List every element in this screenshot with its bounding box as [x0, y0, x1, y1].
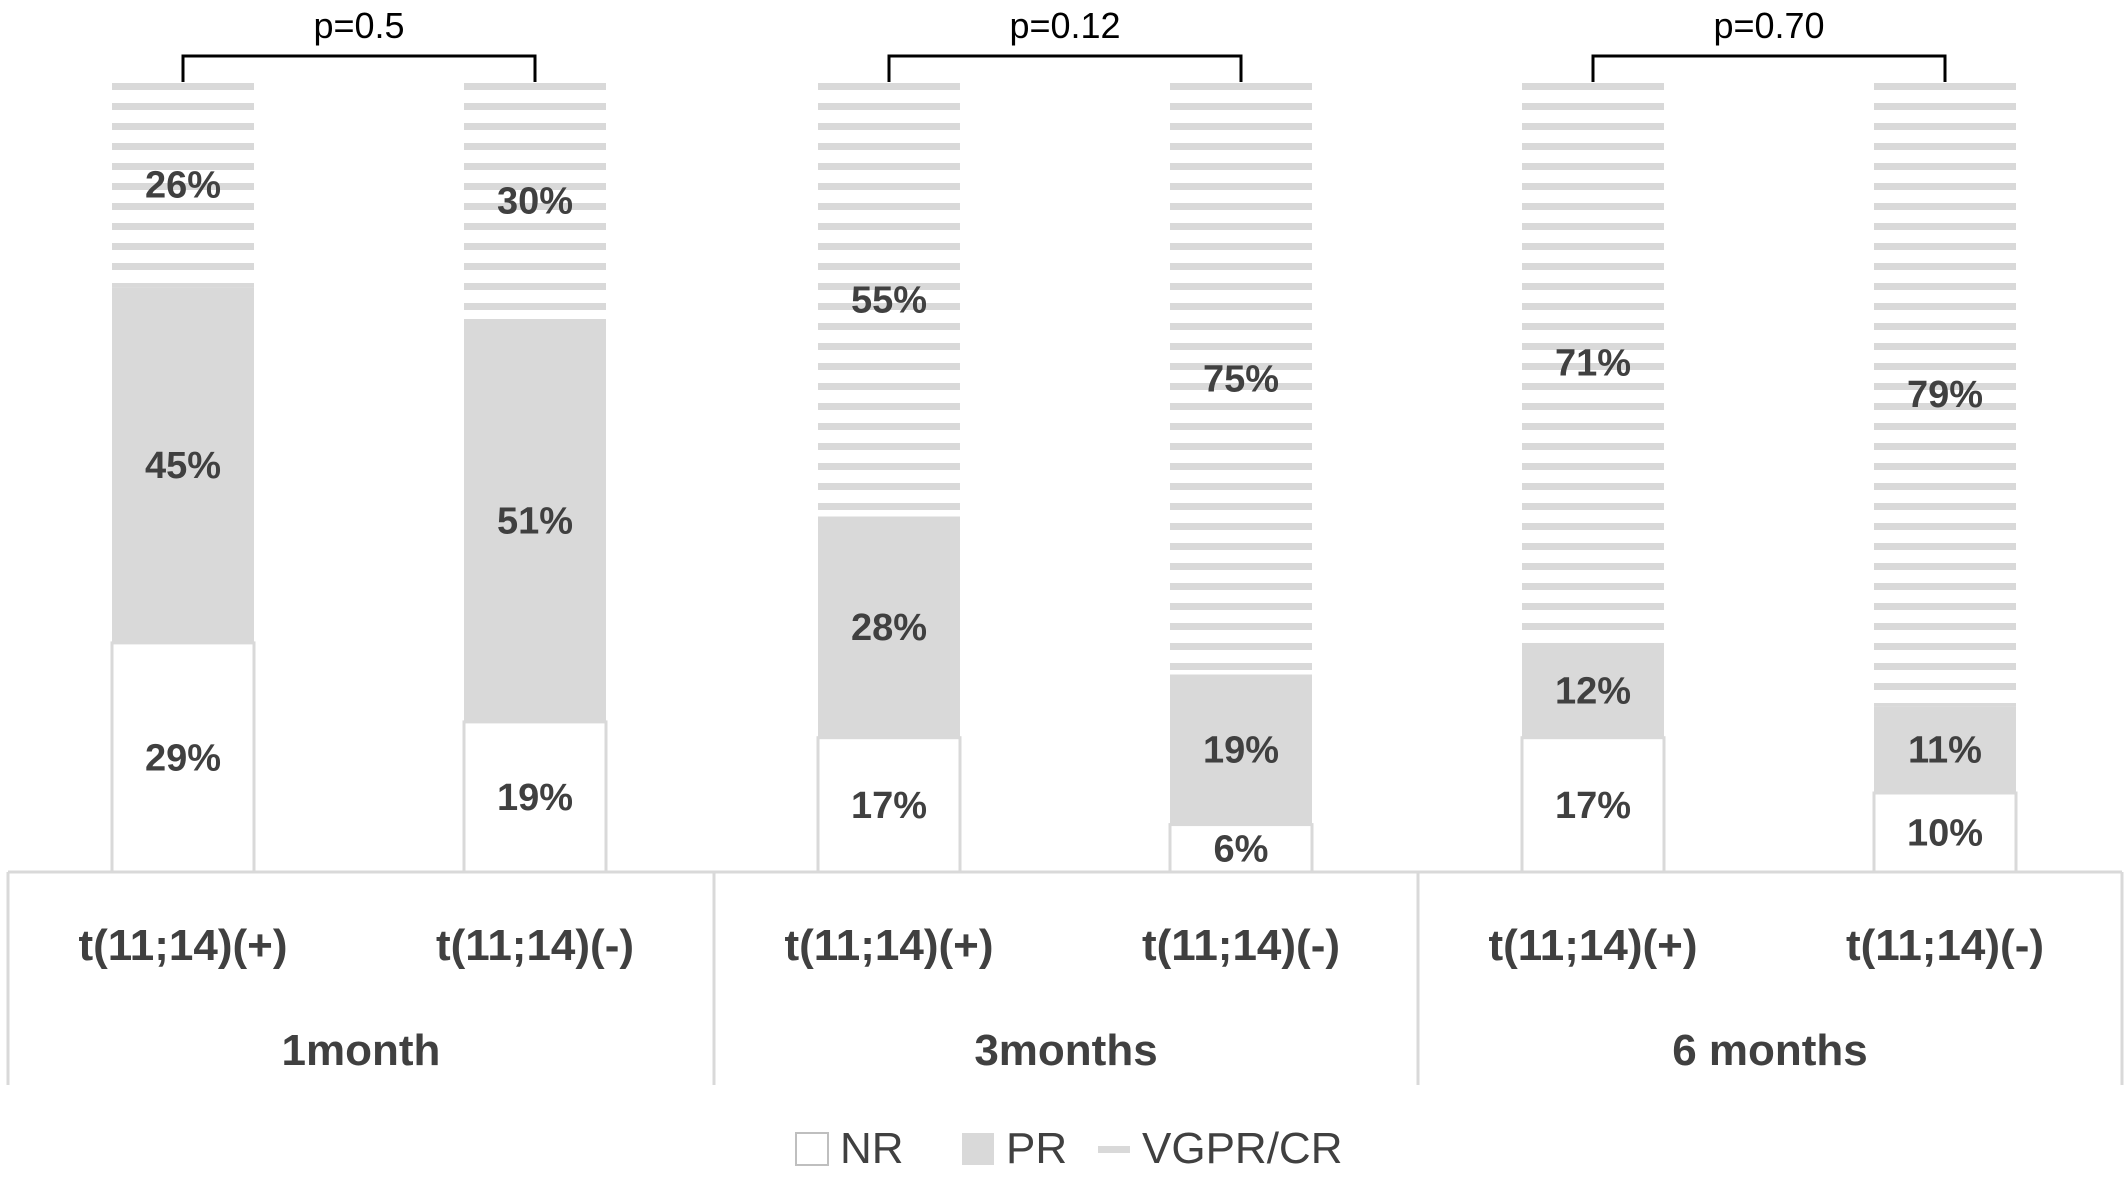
bar-segment-pr [1170, 674, 1312, 825]
bar-segment-nr [110, 641, 256, 874]
bar-segment-vgpr-cr [818, 82, 960, 517]
data-label-nr: 17% [851, 785, 927, 827]
category-label: t(11;14)(-) [1846, 921, 2044, 970]
p-value-label: p=0.5 [313, 5, 404, 46]
group-label: 3months [974, 1026, 1157, 1075]
bar-segment-pr [1522, 642, 1664, 738]
bar-segment-vgpr-cr [1170, 82, 1312, 675]
data-label-vgpr-cr: 30% [497, 181, 573, 223]
bar-segment-pr [1874, 706, 2016, 793]
category-label: t(11;14)(-) [1142, 921, 1340, 970]
data-label-vgpr-cr: 71% [1555, 342, 1631, 384]
category-label: t(11;14)(+) [784, 921, 993, 970]
category-label: t(11;14)(+) [1488, 921, 1697, 970]
group-label: 6 months [1672, 1026, 1868, 1075]
bar-segment-pr [464, 319, 606, 722]
significance-bracket [181, 54, 537, 82]
p-value-label: p=0.12 [1009, 5, 1120, 46]
group-label: 1month [282, 1026, 441, 1075]
legend-swatch-nr [795, 1132, 829, 1166]
data-label-pr: 45% [145, 445, 221, 487]
data-label-vgpr-cr: 75% [1203, 358, 1279, 400]
data-label-pr: 19% [1203, 730, 1279, 772]
legend-swatch-pr [962, 1133, 994, 1165]
category-label: t(11;14)(-) [436, 921, 634, 970]
legend-swatch-vgpr-cr [1098, 1146, 1130, 1153]
data-label-nr: 10% [1907, 813, 1983, 855]
bar-segment-vgpr-cr [112, 82, 254, 288]
bar-segment-vgpr-cr [1874, 82, 2016, 707]
bar-segment-vgpr-cr [1522, 82, 1664, 643]
data-label-vgpr-cr: 26% [145, 165, 221, 207]
data-label-nr: 29% [145, 737, 221, 779]
bar-segment-nr [1872, 791, 2018, 874]
category-label: t(11;14)(+) [78, 921, 287, 970]
data-label-pr: 28% [851, 607, 927, 649]
bar-segment-pr [112, 287, 254, 643]
significance-bracket [887, 54, 1243, 82]
significance-bracket [1591, 54, 1947, 82]
bar-segment-nr [462, 720, 608, 874]
data-label-vgpr-cr: 79% [1907, 374, 1983, 416]
legend-label-nr: NR [840, 1124, 904, 1173]
legend-label-pr: PR [1006, 1124, 1067, 1173]
p-value-label: p=0.70 [1713, 5, 1824, 46]
data-label-pr: 51% [497, 500, 573, 542]
data-label-nr: 17% [1555, 785, 1631, 827]
legend-label-vgpr-cr: VGPR/CR [1142, 1124, 1342, 1173]
data-label-vgpr-cr: 55% [851, 279, 927, 321]
data-label-nr: 6% [1214, 828, 1269, 870]
data-label-pr: 11% [1908, 730, 1982, 772]
data-label-nr: 19% [497, 777, 573, 819]
bar-segment-pr [818, 516, 960, 738]
data-label-pr: 12% [1555, 670, 1631, 712]
bar-segment-vgpr-cr [464, 82, 606, 319]
